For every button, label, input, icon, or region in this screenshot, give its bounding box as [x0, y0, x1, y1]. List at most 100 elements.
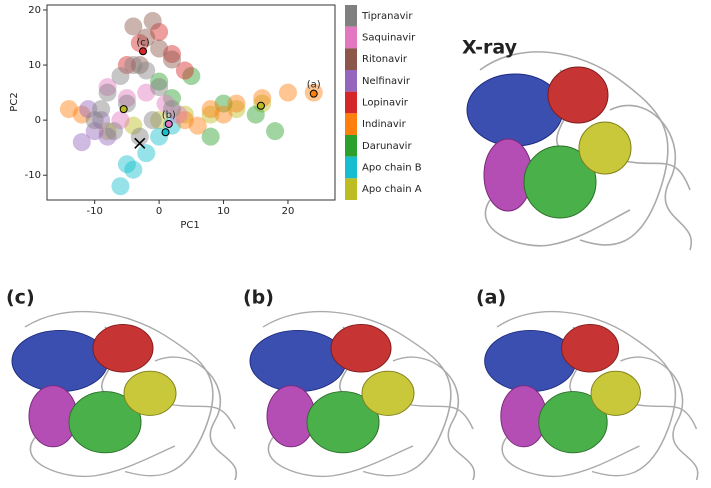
marker	[161, 128, 170, 137]
point	[227, 94, 246, 113]
x-tick-label: 10	[217, 206, 230, 217]
point	[124, 160, 143, 179]
point	[85, 111, 104, 130]
marker	[119, 105, 128, 114]
marker	[164, 119, 173, 128]
point	[124, 17, 143, 36]
panel-label: X-ray	[462, 37, 518, 59]
point	[156, 94, 175, 113]
legend-label: Saquinavir	[362, 33, 416, 44]
point	[214, 94, 233, 113]
point	[175, 111, 194, 130]
legend-swatch	[345, 70, 357, 92]
y-axis-label: PC2	[9, 92, 20, 111]
point	[266, 122, 285, 141]
x-tick-label: 20	[282, 206, 295, 217]
x-tick-label: 0	[156, 206, 162, 217]
legend-label: Ritonavir	[362, 54, 408, 65]
point	[150, 72, 169, 91]
y-tick-label: 20	[28, 5, 41, 16]
point	[150, 22, 169, 41]
point	[143, 111, 162, 130]
point	[175, 61, 194, 80]
legend-swatch	[345, 5, 357, 27]
point	[85, 122, 104, 141]
structure-xray	[466, 51, 693, 251]
y-tick-label: 10	[28, 60, 41, 71]
point	[117, 89, 136, 108]
point	[175, 105, 194, 124]
point	[214, 105, 233, 124]
point	[72, 105, 91, 124]
point	[98, 127, 117, 146]
point	[162, 100, 181, 119]
point	[201, 127, 220, 146]
structure-c	[11, 310, 238, 481]
point	[278, 83, 297, 102]
legend-label: Lopinavir	[362, 98, 409, 109]
point	[111, 67, 130, 86]
point	[137, 144, 156, 163]
point	[92, 111, 111, 130]
panel-label: (b)	[243, 287, 274, 309]
legend-swatch	[345, 178, 357, 200]
point	[92, 100, 111, 119]
marker	[139, 47, 147, 56]
structure-b	[249, 310, 476, 481]
point	[201, 105, 220, 124]
panel-label: (c)	[6, 287, 35, 309]
point	[59, 100, 78, 119]
panel-label: (a)	[476, 287, 506, 309]
point	[124, 116, 143, 135]
point	[143, 11, 162, 30]
point	[117, 56, 136, 75]
legend-swatch	[345, 91, 357, 114]
point	[124, 56, 143, 75]
point	[227, 100, 246, 119]
marker	[256, 101, 265, 110]
legend-label: Nelfinavir	[362, 76, 411, 87]
point	[105, 122, 124, 141]
point	[246, 105, 265, 124]
point	[150, 39, 169, 58]
point	[150, 111, 169, 130]
point	[150, 78, 169, 97]
legend-swatch	[345, 113, 357, 135]
point	[72, 133, 91, 152]
point	[98, 78, 117, 97]
legend-label: Darunavir	[362, 141, 412, 152]
point	[182, 67, 201, 86]
y-tick-label: -10	[25, 170, 41, 181]
point	[111, 111, 130, 130]
legend-label: Apo chain A	[362, 184, 422, 195]
point	[98, 122, 117, 141]
point	[98, 83, 117, 102]
point	[162, 45, 181, 64]
point	[253, 89, 272, 108]
cross-marker	[134, 137, 146, 149]
x-axis-label: PC1	[180, 220, 199, 231]
legend-label: Tipranavir	[361, 11, 413, 22]
point	[111, 177, 130, 196]
point	[117, 155, 136, 174]
legend-swatch	[345, 156, 357, 179]
legend-swatch	[345, 26, 357, 49]
legend-swatch	[345, 135, 357, 157]
point	[79, 100, 98, 119]
structure-a	[483, 310, 699, 481]
point	[188, 116, 207, 135]
point	[130, 127, 149, 146]
point	[201, 100, 220, 119]
annotation: (b)	[162, 110, 176, 121]
point	[162, 89, 181, 108]
point	[162, 50, 181, 69]
legend-label: Apo chain B	[362, 163, 422, 174]
point	[137, 83, 156, 102]
point	[169, 105, 188, 124]
x-tick-label: -10	[87, 206, 103, 217]
marker	[309, 89, 318, 98]
point	[130, 56, 149, 75]
y-tick-label: 0	[35, 115, 41, 126]
point	[137, 28, 156, 47]
point	[137, 61, 156, 80]
